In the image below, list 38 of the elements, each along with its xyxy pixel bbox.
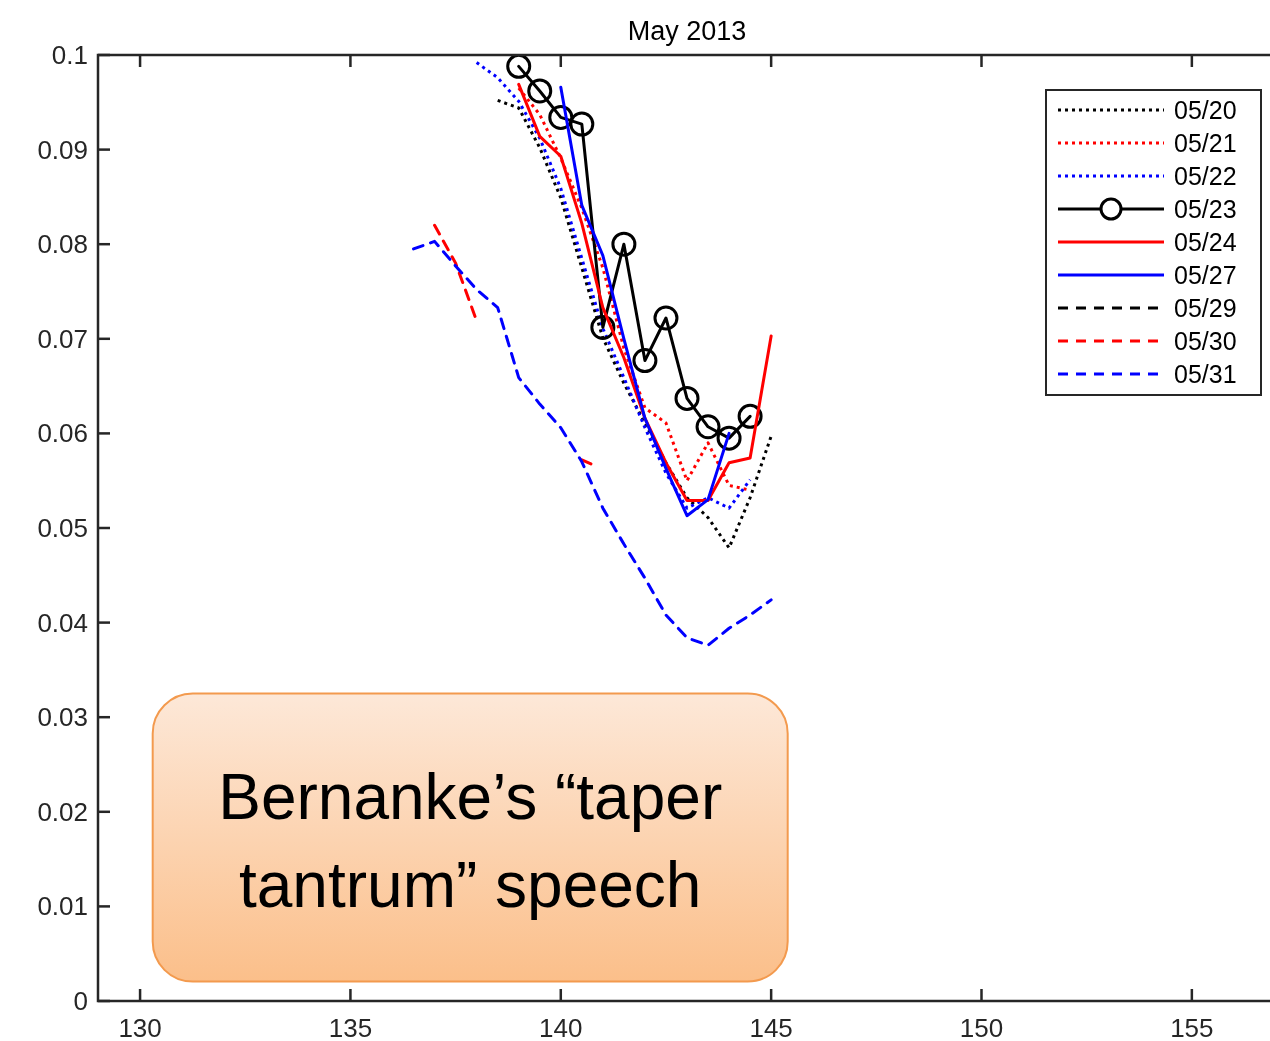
y-tick-label: 0.08 — [37, 229, 88, 260]
point — [569, 111, 595, 137]
legend-label: 05/29 — [1174, 294, 1237, 322]
annotation: Bernanke’s “taper tantrum” speech — [218, 760, 723, 921]
legend-label: 05/30 — [1174, 327, 1237, 355]
y-tick-label: 0.09 — [37, 134, 88, 165]
chart-title: May 2013 — [627, 16, 747, 46]
y-tick-label: 0.04 — [37, 607, 88, 638]
y-tick-label: 0.02 — [37, 796, 88, 827]
x-tick-label: 150 — [959, 1013, 1004, 1041]
point — [527, 78, 553, 104]
legend-label: 05/23 — [1174, 195, 1237, 223]
y-tick-label: 0.01 — [37, 891, 88, 922]
legend-label: 05/27 — [1174, 261, 1237, 289]
y-tick-label: 0.03 — [37, 702, 88, 733]
x-tick-label: 145 — [749, 1013, 793, 1041]
y-tick-label: 0.05 — [37, 513, 88, 543]
legend-label: 05/22 — [1174, 162, 1237, 190]
point — [632, 348, 658, 374]
y-tick-label: 0.06 — [37, 418, 88, 449]
x-tick-label: 135 — [328, 1013, 373, 1041]
point — [674, 385, 700, 411]
x-tick-label: 140 — [539, 1013, 583, 1041]
y-tick-label: 0.1 — [51, 40, 88, 70]
point — [611, 231, 637, 257]
x-tick-label: 155 — [1170, 1013, 1214, 1041]
legend-label: 05/20 — [1174, 96, 1237, 124]
point — [695, 414, 721, 440]
point — [506, 55, 532, 79]
legend-label: 05/21 — [1174, 129, 1237, 157]
legend-label: 05/31 — [1174, 360, 1237, 388]
line-series — [412, 239, 773, 647]
x-tick-label: 130 — [118, 1013, 162, 1041]
point — [716, 425, 742, 451]
legend-label: 05/24 — [1174, 228, 1237, 256]
point — [653, 305, 679, 331]
y-tick-label: 0 — [73, 986, 88, 1016]
y-tick-label: 0.07 — [37, 323, 88, 354]
